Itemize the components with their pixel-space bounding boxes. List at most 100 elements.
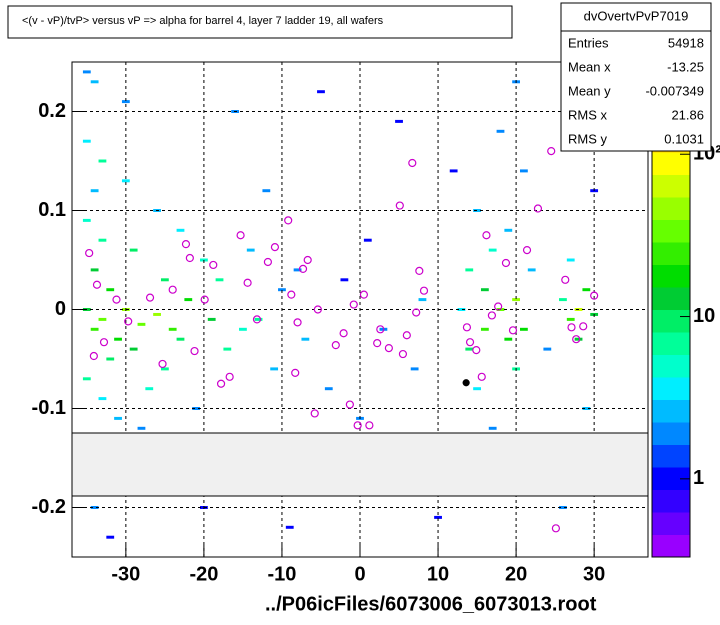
- profile-point: [293, 318, 302, 327]
- palette-box: [652, 332, 690, 355]
- palette-box: [652, 422, 690, 445]
- cell: [504, 337, 513, 341]
- profile-point: [200, 295, 209, 304]
- profile-point: [373, 339, 382, 348]
- profile-point: [270, 243, 280, 252]
- profile-point: [395, 201, 404, 210]
- profile-point: [112, 295, 121, 304]
- profile-point: [494, 302, 503, 311]
- profile-point: [225, 372, 234, 381]
- profile-point: [353, 421, 362, 430]
- profile-point: [522, 246, 532, 255]
- profile-point: [216, 379, 226, 388]
- cell: [82, 218, 91, 222]
- cell: [574, 337, 583, 341]
- cell: [480, 327, 489, 331]
- profile-point: [547, 147, 556, 156]
- y-tick-label: 0.1: [38, 199, 66, 221]
- profile-point: [345, 400, 354, 409]
- y-tick-label: -0.1: [32, 397, 66, 419]
- stats-value: -0.007349: [645, 83, 704, 98]
- stats-label: Mean x: [568, 59, 611, 74]
- profile-point: [462, 323, 472, 332]
- profile-point: [190, 346, 199, 356]
- plot-area: [72, 62, 648, 557]
- profile-point: [412, 308, 421, 317]
- profile-point: [209, 260, 218, 270]
- cell: [121, 100, 130, 104]
- cell: [160, 278, 169, 282]
- cell: [106, 288, 115, 292]
- profile-point: [263, 257, 273, 267]
- stats-rows: Entries 54918 Mean x -13.25 Mean y -0.007349 R…: [568, 35, 704, 146]
- cell: [106, 535, 115, 539]
- stats-label: Mean y: [568, 83, 611, 98]
- profile-point: [419, 286, 429, 295]
- cell: [449, 169, 458, 173]
- cell: [137, 426, 146, 430]
- cell: [98, 238, 107, 242]
- palette-box: [652, 354, 690, 378]
- profile-point: [124, 317, 133, 326]
- cell: [293, 268, 302, 272]
- profile-point: [398, 349, 408, 359]
- cell: [129, 248, 138, 252]
- stats-value: -13.25: [667, 59, 704, 74]
- profile-point: [303, 255, 312, 265]
- profile-point: [284, 216, 293, 225]
- profile-point: [501, 258, 511, 268]
- profile-point: [533, 204, 543, 213]
- cell: [465, 268, 474, 272]
- profile-point: [168, 285, 177, 294]
- cell: [121, 179, 130, 183]
- profile-point: [85, 248, 94, 258]
- y-tick-label: -0.2: [32, 496, 66, 518]
- palette-box: [652, 534, 690, 558]
- profile-point: [572, 335, 581, 344]
- palette-box: [652, 309, 690, 333]
- cell: [480, 288, 489, 292]
- palette-box: [652, 219, 690, 243]
- z-tick-label: 1: [693, 467, 704, 489]
- profile-point: [402, 331, 411, 340]
- stats-value: 54918: [668, 35, 704, 50]
- cell: [285, 525, 294, 529]
- cell: [90, 80, 99, 84]
- y-tick-label: 0.2: [38, 100, 66, 122]
- profile-point: [349, 300, 358, 309]
- profile-point: [310, 409, 319, 418]
- cell: [90, 189, 99, 193]
- palette-box: [652, 242, 690, 265]
- cell: [82, 377, 91, 381]
- cell: [114, 416, 122, 420]
- cell: [566, 258, 575, 262]
- profile-point: [243, 278, 252, 287]
- cell: [278, 288, 286, 292]
- profile-point: [236, 231, 245, 240]
- palette-box: [652, 174, 690, 198]
- y-tick-label: 0: [55, 298, 66, 320]
- cell: [488, 248, 497, 252]
- profile-point: [339, 329, 348, 338]
- cell: [98, 397, 107, 401]
- stats-value: 21.86: [671, 107, 704, 122]
- cell: [215, 278, 224, 282]
- palette-box: [652, 467, 690, 490]
- title-box: [7, 5, 513, 39]
- cell: [543, 347, 552, 351]
- cell: [153, 312, 161, 316]
- profile-point: [89, 351, 98, 361]
- cell: [488, 426, 497, 430]
- profile-point: [384, 344, 393, 353]
- cell: [559, 298, 567, 302]
- profile-point: [415, 266, 424, 275]
- profile-point: [185, 253, 194, 263]
- gap-band: [71, 432, 649, 497]
- profile-point: [472, 345, 481, 355]
- palette-box: [652, 264, 690, 288]
- stats-name: dvOvertvPvP7019: [584, 8, 689, 23]
- cell: [301, 337, 310, 341]
- cell: [512, 298, 520, 302]
- palette-box: [652, 512, 690, 535]
